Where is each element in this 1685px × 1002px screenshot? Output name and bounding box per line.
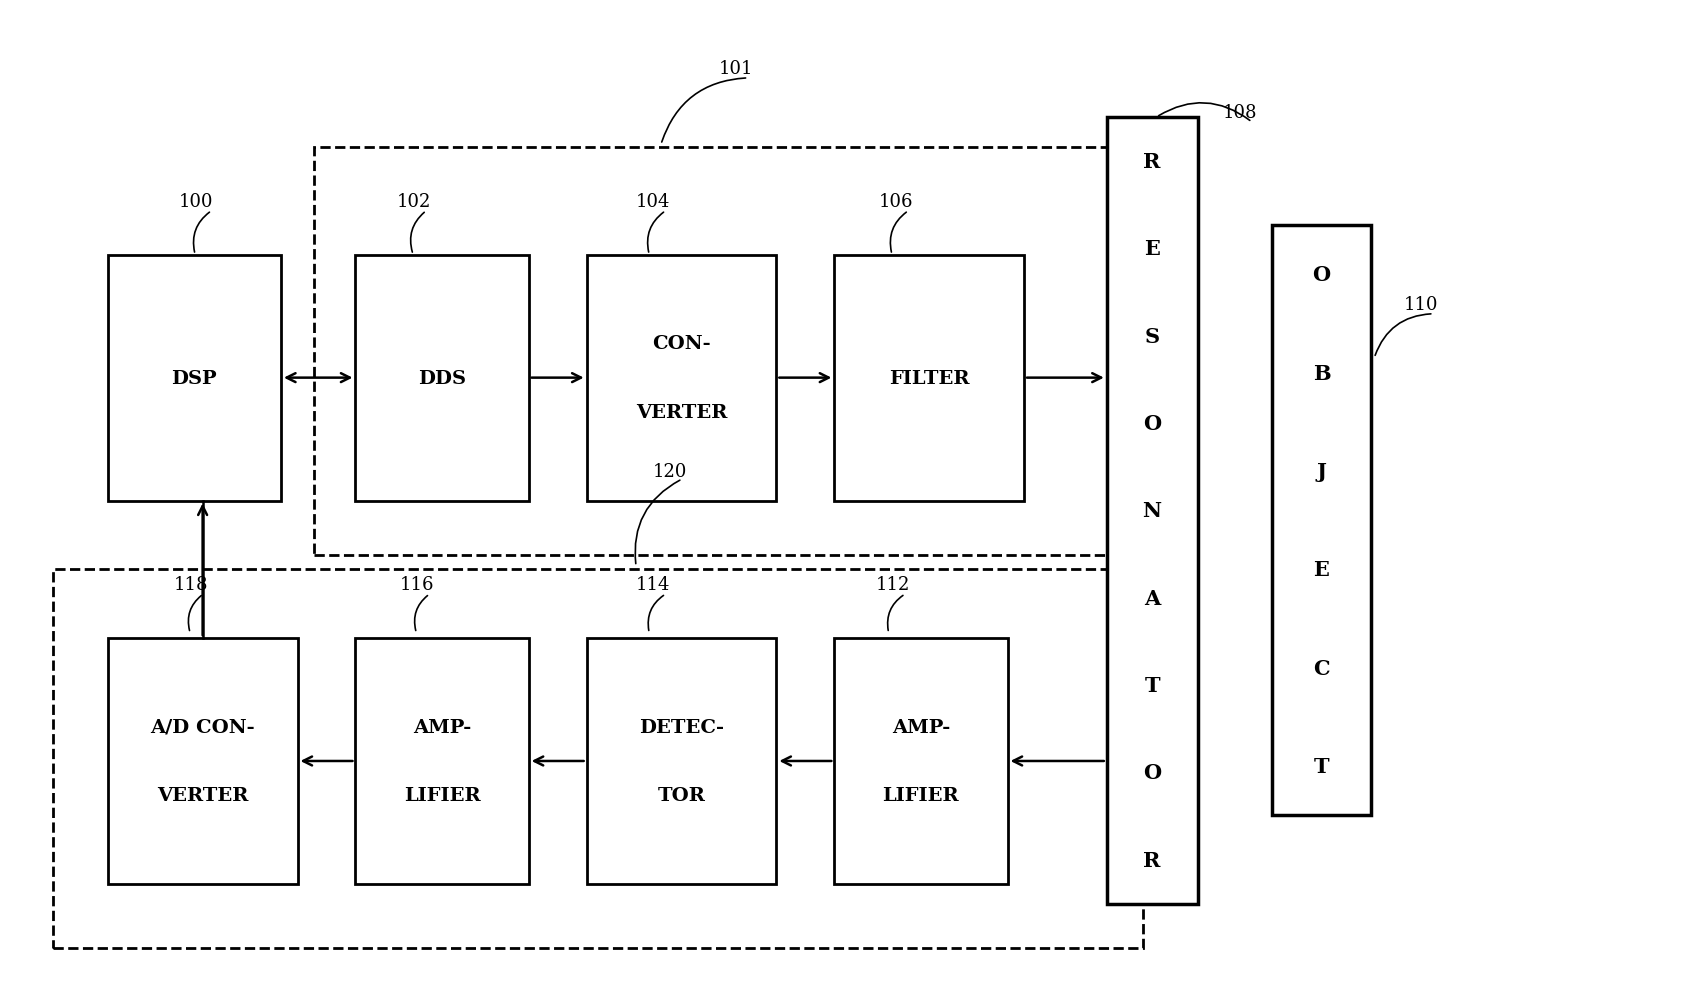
Text: LIFIER: LIFIER [883, 787, 959, 805]
Bar [586, 256, 777, 501]
Text: R: R [1144, 850, 1161, 870]
Text: DDS: DDS [418, 370, 467, 387]
Text: O: O [1142, 763, 1161, 783]
Bar [108, 256, 281, 501]
Text: S: S [1144, 327, 1159, 347]
Text: J: J [1316, 462, 1326, 482]
Text: CON-: CON- [652, 335, 711, 353]
Bar [356, 256, 529, 501]
Text: N: N [1142, 501, 1161, 521]
Text: TOR: TOR [657, 787, 706, 805]
Text: 120: 120 [652, 463, 687, 481]
Text: O: O [1142, 414, 1161, 434]
Bar [834, 256, 1024, 501]
Text: T: T [1144, 675, 1159, 695]
Text: A/D CON-: A/D CON- [150, 717, 254, 735]
Bar [834, 638, 1008, 884]
Text: AMP-: AMP- [891, 717, 950, 735]
Text: 106: 106 [880, 192, 913, 210]
Text: B: B [1313, 364, 1329, 384]
Text: 118: 118 [174, 575, 209, 593]
Text: 102: 102 [396, 192, 431, 210]
Text: 112: 112 [876, 575, 910, 593]
Text: 108: 108 [1222, 104, 1257, 122]
Bar [313, 147, 1156, 555]
Text: T: T [1314, 757, 1329, 777]
Text: DSP: DSP [172, 370, 217, 387]
Text: AMP-: AMP- [413, 717, 472, 735]
Text: LIFIER: LIFIER [404, 787, 480, 805]
Text: A: A [1144, 588, 1161, 608]
Text: 101: 101 [718, 60, 753, 78]
Text: VERTER: VERTER [157, 787, 248, 805]
Text: C: C [1313, 658, 1329, 678]
Bar [108, 638, 298, 884]
Text: 114: 114 [637, 575, 671, 593]
Text: R: R [1144, 151, 1161, 171]
Text: 100: 100 [179, 192, 214, 210]
Text: O: O [1313, 266, 1331, 286]
Bar [1107, 118, 1198, 904]
Text: 116: 116 [399, 575, 435, 593]
Text: 110: 110 [1404, 296, 1439, 314]
Text: E: E [1144, 238, 1159, 259]
Bar [356, 638, 529, 884]
Text: FILTER: FILTER [890, 370, 969, 387]
Text: VERTER: VERTER [635, 404, 728, 422]
Text: 104: 104 [637, 192, 671, 210]
Bar [54, 570, 1142, 948]
Bar [1272, 226, 1372, 816]
Bar [586, 638, 777, 884]
Text: DETEC-: DETEC- [639, 717, 725, 735]
Text: E: E [1313, 560, 1329, 580]
